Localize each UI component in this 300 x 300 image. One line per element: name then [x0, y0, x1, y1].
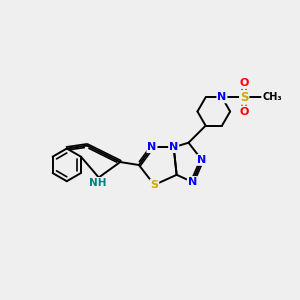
Text: N: N	[188, 177, 197, 187]
Text: NH: NH	[88, 178, 106, 188]
Text: S: S	[240, 91, 248, 104]
Text: N: N	[169, 142, 178, 152]
Text: S: S	[150, 180, 158, 190]
Text: O: O	[240, 106, 249, 117]
Text: CH₃: CH₃	[262, 92, 282, 102]
Text: N: N	[197, 155, 206, 165]
Text: N: N	[147, 142, 157, 152]
Text: N: N	[217, 92, 226, 102]
Text: O: O	[240, 78, 249, 88]
